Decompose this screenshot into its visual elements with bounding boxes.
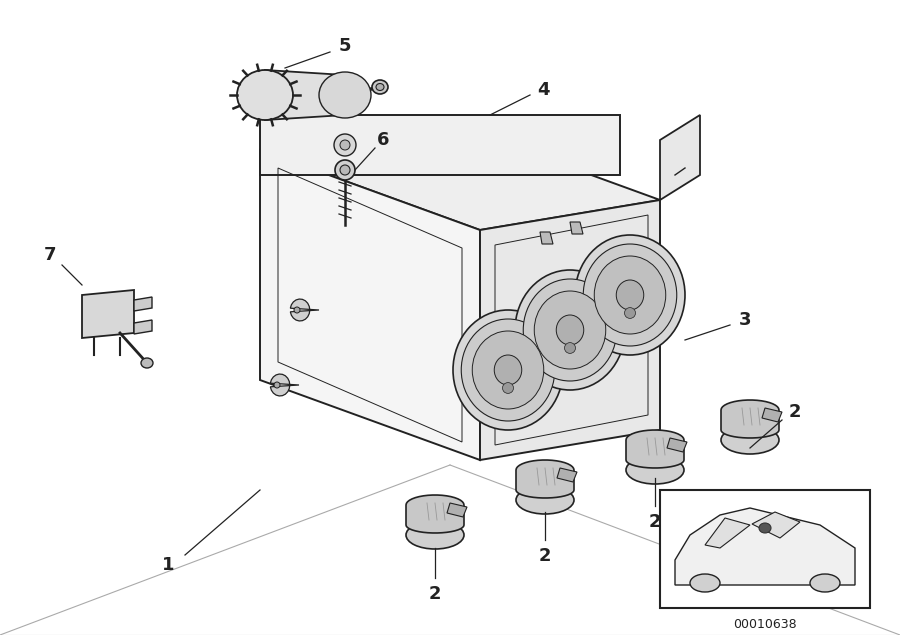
Ellipse shape — [721, 426, 779, 454]
Text: 7: 7 — [44, 246, 56, 264]
Ellipse shape — [335, 160, 355, 180]
Ellipse shape — [494, 355, 522, 385]
Polygon shape — [667, 438, 687, 452]
Polygon shape — [660, 115, 700, 200]
Ellipse shape — [141, 358, 153, 368]
Ellipse shape — [583, 244, 677, 346]
Polygon shape — [516, 460, 574, 498]
Polygon shape — [82, 290, 134, 338]
Ellipse shape — [461, 319, 554, 421]
Polygon shape — [705, 518, 750, 548]
Polygon shape — [752, 512, 800, 538]
Text: 2: 2 — [649, 513, 662, 531]
Polygon shape — [260, 115, 620, 175]
Ellipse shape — [625, 307, 635, 318]
Ellipse shape — [274, 382, 280, 388]
Polygon shape — [260, 120, 660, 230]
Ellipse shape — [523, 279, 616, 381]
Ellipse shape — [575, 235, 685, 355]
Ellipse shape — [759, 523, 771, 533]
Polygon shape — [626, 430, 684, 468]
Text: 4: 4 — [536, 81, 549, 99]
Text: 3: 3 — [739, 311, 752, 329]
Bar — [660, 490, 870, 608]
Ellipse shape — [237, 70, 293, 120]
Ellipse shape — [334, 134, 356, 156]
Ellipse shape — [472, 331, 544, 409]
Text: 2: 2 — [428, 585, 441, 603]
Ellipse shape — [376, 83, 384, 91]
Polygon shape — [570, 222, 583, 234]
Polygon shape — [447, 503, 467, 517]
Ellipse shape — [535, 291, 606, 369]
Text: 00010638: 00010638 — [734, 617, 796, 631]
Ellipse shape — [319, 72, 371, 118]
Ellipse shape — [810, 574, 840, 592]
Text: 1: 1 — [162, 556, 175, 574]
Ellipse shape — [690, 574, 720, 592]
Polygon shape — [675, 508, 855, 585]
Ellipse shape — [340, 165, 350, 175]
Ellipse shape — [564, 343, 575, 354]
Text: 2: 2 — [788, 403, 801, 421]
Ellipse shape — [516, 486, 574, 514]
Polygon shape — [134, 320, 152, 334]
Ellipse shape — [372, 80, 388, 94]
Ellipse shape — [406, 521, 464, 549]
Ellipse shape — [626, 456, 684, 484]
Polygon shape — [540, 232, 553, 244]
Ellipse shape — [556, 315, 584, 345]
Ellipse shape — [594, 256, 666, 334]
Polygon shape — [260, 150, 480, 460]
Polygon shape — [406, 495, 464, 533]
Polygon shape — [265, 70, 345, 120]
Text: 5: 5 — [338, 37, 351, 55]
Ellipse shape — [502, 383, 514, 394]
Polygon shape — [721, 400, 779, 438]
Polygon shape — [480, 200, 660, 460]
Polygon shape — [270, 374, 299, 396]
Ellipse shape — [294, 307, 300, 313]
Text: 2: 2 — [539, 547, 551, 565]
Polygon shape — [762, 408, 782, 422]
Polygon shape — [557, 468, 577, 482]
Ellipse shape — [616, 280, 643, 310]
Ellipse shape — [515, 270, 625, 390]
Polygon shape — [134, 297, 152, 311]
Polygon shape — [291, 299, 319, 321]
Ellipse shape — [453, 310, 563, 430]
Ellipse shape — [340, 140, 350, 150]
Text: 6: 6 — [377, 131, 389, 149]
